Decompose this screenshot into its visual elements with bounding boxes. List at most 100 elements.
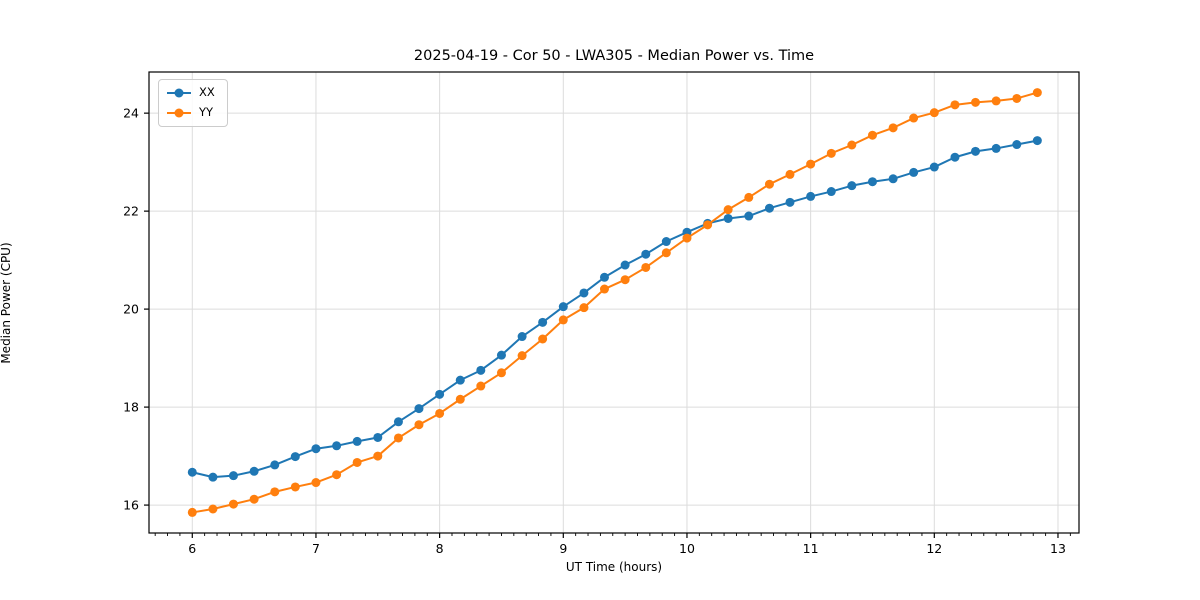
- data-point-yy: [373, 451, 383, 461]
- data-point-xx: [1032, 136, 1042, 146]
- data-point-yy: [641, 262, 651, 272]
- data-point-xx: [950, 152, 960, 162]
- data-point-xx: [517, 332, 527, 342]
- data-point-yy: [723, 205, 733, 215]
- x-tick-label: 6: [188, 541, 196, 556]
- data-point-yy: [187, 507, 197, 517]
- data-point-yy: [558, 315, 568, 325]
- data-point-yy: [970, 97, 980, 107]
- data-point-yy: [703, 220, 713, 230]
- data-point-xx: [867, 177, 877, 187]
- data-point-xx: [806, 191, 816, 201]
- legend-label-yy: YY: [199, 105, 214, 120]
- data-point-yy: [579, 303, 589, 313]
- data-point-yy: [393, 433, 403, 443]
- data-point-yy: [476, 381, 486, 391]
- data-point-xx: [393, 417, 403, 427]
- data-point-xx: [352, 436, 362, 446]
- data-point-xx: [228, 471, 238, 481]
- data-point-xx: [826, 187, 836, 197]
- data-point-yy: [290, 482, 300, 492]
- data-point-xx: [929, 162, 939, 172]
- legend-label-xx: XX: [199, 85, 215, 100]
- x-tick-label: 9: [559, 541, 567, 556]
- data-point-yy: [496, 368, 506, 378]
- data-point-xx: [970, 146, 980, 156]
- data-point-xx: [290, 452, 300, 462]
- data-point-xx: [888, 174, 898, 184]
- data-point-xx: [249, 466, 259, 476]
- data-point-yy: [435, 408, 445, 418]
- data-point-xx: [332, 441, 342, 451]
- data-point-xx: [785, 197, 795, 207]
- data-point-yy: [991, 96, 1001, 106]
- x-tick-label: 7: [312, 541, 320, 556]
- data-point-xx: [661, 237, 671, 247]
- data-point-yy: [228, 499, 238, 509]
- data-point-yy: [847, 140, 857, 150]
- data-point-xx: [909, 167, 919, 177]
- data-point-yy: [249, 494, 259, 504]
- data-point-yy: [867, 130, 877, 140]
- data-point-xx: [744, 211, 754, 221]
- data-point-yy: [661, 248, 671, 258]
- data-point-xx: [620, 260, 630, 270]
- y-axis-label: Median Power (CPU): [0, 242, 13, 364]
- data-point-xx: [558, 302, 568, 312]
- data-point-xx: [187, 467, 197, 477]
- data-point-xx: [208, 472, 218, 482]
- data-point-yy: [455, 394, 465, 404]
- data-point-xx: [496, 350, 506, 360]
- data-point-yy: [744, 192, 754, 202]
- data-point-yy: [1032, 88, 1042, 98]
- data-point-yy: [682, 233, 692, 243]
- data-point-xx: [579, 288, 589, 298]
- data-point-xx: [414, 404, 424, 414]
- data-point-xx: [723, 213, 733, 223]
- data-point-yy: [826, 148, 836, 158]
- y-tick-label: 24: [123, 106, 139, 121]
- x-tick-label: 10: [679, 541, 695, 556]
- y-tick-label: 18: [123, 400, 139, 415]
- data-point-yy: [599, 284, 609, 294]
- data-point-yy: [352, 457, 362, 467]
- data-point-yy: [806, 159, 816, 169]
- y-tick-label: 22: [123, 204, 139, 219]
- legend-swatch-xx-icon: [167, 88, 191, 98]
- data-point-yy: [414, 420, 424, 430]
- data-point-yy: [208, 504, 218, 514]
- legend-item-xx: XX: [166, 85, 219, 101]
- y-tick-label: 16: [123, 498, 139, 513]
- legend: XX YY: [158, 79, 228, 127]
- data-point-yy: [538, 334, 548, 344]
- data-point-yy: [929, 108, 939, 118]
- data-point-yy: [764, 179, 774, 189]
- data-point-yy: [950, 100, 960, 110]
- data-point-yy: [1012, 93, 1022, 103]
- data-point-xx: [270, 460, 280, 470]
- plot-border: [148, 71, 1080, 534]
- data-point-xx: [599, 272, 609, 282]
- y-tick-label: 20: [123, 302, 139, 317]
- data-point-yy: [888, 123, 898, 133]
- data-point-xx: [764, 203, 774, 213]
- x-tick-label: 8: [436, 541, 444, 556]
- data-point-xx: [847, 181, 857, 191]
- data-point-yy: [332, 470, 342, 480]
- legend-item-yy: YY: [166, 105, 219, 121]
- x-tick-label: 13: [1050, 541, 1066, 556]
- data-point-xx: [991, 143, 1001, 153]
- chart-title: 2025-04-19 - Cor 50 - LWA305 - Median Po…: [413, 48, 815, 64]
- data-point-xx: [373, 432, 383, 442]
- data-point-yy: [785, 169, 795, 179]
- data-point-xx: [538, 317, 548, 327]
- legend-swatch-yy-icon: [167, 108, 191, 118]
- data-point-yy: [620, 275, 630, 285]
- x-tick-label: 11: [803, 541, 819, 556]
- data-point-yy: [909, 113, 919, 123]
- data-point-yy: [517, 351, 527, 361]
- data-point-xx: [476, 365, 486, 375]
- x-axis-label: UT Time (hours): [565, 560, 663, 574]
